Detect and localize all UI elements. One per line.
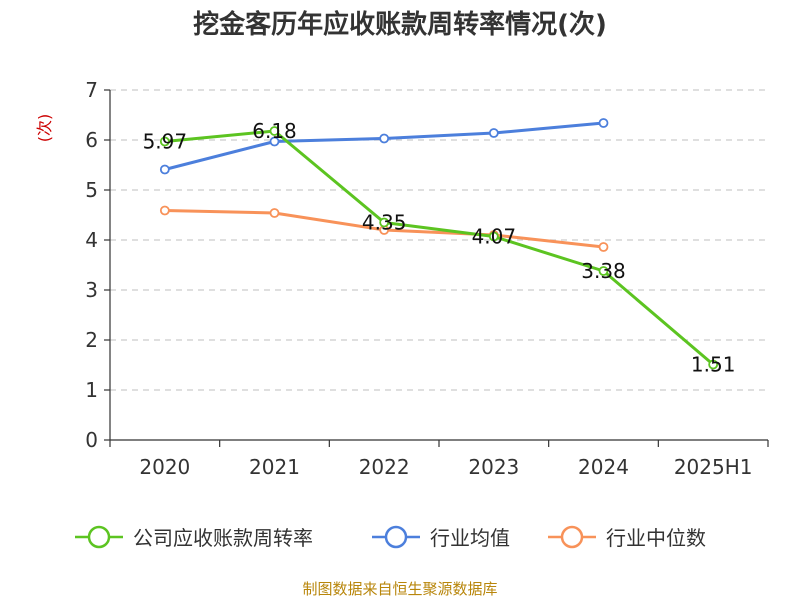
x-tick-labels: 2020 2021 2022 2023 2024 2025H1 (139, 455, 752, 479)
data-label-4: 3.38 (581, 259, 626, 283)
data-label-5: 1.51 (691, 353, 736, 377)
data-labels: 5.97 6.18 4.35 4.07 3.38 1.51 (143, 119, 736, 377)
y-tick-label-2: 2 (85, 328, 98, 352)
point-0-4 (598, 266, 609, 276)
chart-title: 挖金客历年应收账款周转率情况(次) (193, 10, 607, 40)
legend-marker-0 (87, 525, 111, 549)
point-0-0 (159, 136, 170, 147)
point-2-4 (598, 242, 609, 252)
legend-label-0: 公司应收账款周转率 (133, 526, 313, 550)
x-tick-label-2021: 2021 (249, 455, 300, 479)
y-tick-label-6: 6 (85, 128, 98, 152)
y-tick-label-7: 7 (85, 78, 98, 102)
y-tick-label-1: 1 (85, 378, 98, 402)
series-line-0 (164, 129, 715, 366)
data-label-0: 5.97 (143, 130, 188, 154)
data-label-2: 4.35 (362, 211, 407, 235)
x-tick-label-2023: 2023 (468, 455, 519, 479)
y-tick-labels: 0 1 2 3 4 5 6 7 (85, 78, 98, 452)
point-2-1 (269, 208, 280, 218)
x-tick-label-2025H1: 2025H1 (674, 455, 753, 479)
y-tick-label-5: 5 (85, 178, 98, 202)
x-tick-label-2022: 2022 (359, 455, 410, 479)
point-1-3 (488, 128, 499, 138)
legend-marker-1 (384, 525, 408, 549)
point-0-1 (269, 126, 280, 136)
point-0-5 (708, 359, 719, 370)
legend-marker-2 (560, 525, 584, 549)
point-0-3 (488, 231, 499, 242)
y-tick-label-4: 4 (85, 228, 98, 252)
y-tick-label-3: 3 (85, 278, 98, 302)
x-tick-label-2020: 2020 (139, 455, 190, 479)
series-line-1 (164, 121, 604, 171)
point-1-2 (379, 133, 390, 144)
x-tick-label-2024: 2024 (578, 455, 629, 479)
legend-label-1: 行业均值 (430, 526, 510, 550)
y-tick-label-0: 0 (85, 428, 98, 452)
axes (104, 89, 769, 447)
legend-label-2: 行业中位数 (606, 526, 706, 550)
point-1-1 (269, 136, 280, 147)
point-0-2 (379, 217, 390, 228)
data-label-1: 6.18 (252, 119, 297, 143)
source-footer: 制图数据来自恒生聚源数据库 (302, 580, 498, 598)
y-axis-label: (次) (35, 114, 54, 143)
series-lines (159, 118, 719, 370)
point-1-0 (159, 164, 170, 175)
point-2-0 (159, 205, 170, 216)
point-1-4 (598, 118, 609, 128)
legend: 公司应收账款周转率 行业均值 行业中位数 (75, 525, 706, 550)
data-label-3: 4.07 (472, 225, 517, 249)
